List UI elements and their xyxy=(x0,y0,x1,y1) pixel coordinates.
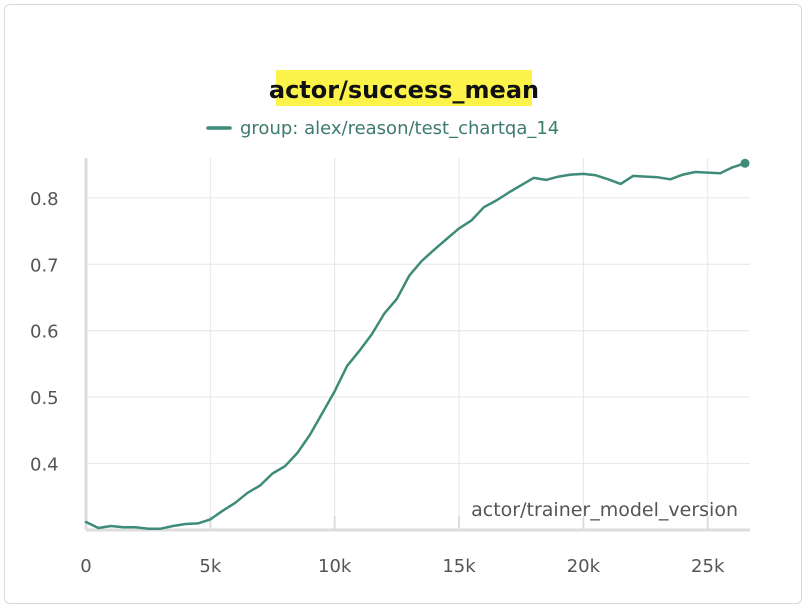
series-line[interactable] xyxy=(84,162,747,530)
x-tick-labels: 0 5k 10k 15k 20k 25k xyxy=(80,556,725,577)
chart-title: actor/success_mean xyxy=(269,76,539,104)
y-tick-labels: 0.4 0.5 0.6 0.7 0.8 xyxy=(30,189,59,476)
axes xyxy=(84,158,750,532)
y-tick-label: 0.8 xyxy=(30,189,59,210)
x-tick-label: 15k xyxy=(442,556,476,577)
x-tick-label: 5k xyxy=(199,556,221,577)
x-tick-label: 25k xyxy=(691,556,725,577)
legend-label[interactable]: group: alex/reason/test_chartqa_14 xyxy=(240,118,559,139)
title-highlight xyxy=(276,70,532,106)
y-tick-label: 0.7 xyxy=(30,255,59,276)
x-tick-label: 10k xyxy=(318,556,352,577)
y-tick-label: 0.6 xyxy=(30,322,59,343)
grid-lines xyxy=(86,158,750,530)
x-tick-label: 0 xyxy=(80,556,91,577)
series-end-point[interactable] xyxy=(740,158,750,168)
x-tick-label: 20k xyxy=(567,556,601,577)
y-tick-label: 0.5 xyxy=(30,388,59,409)
y-tick-label: 0.4 xyxy=(30,455,59,476)
x-axis-label: actor/trainer_model_version xyxy=(471,499,738,521)
